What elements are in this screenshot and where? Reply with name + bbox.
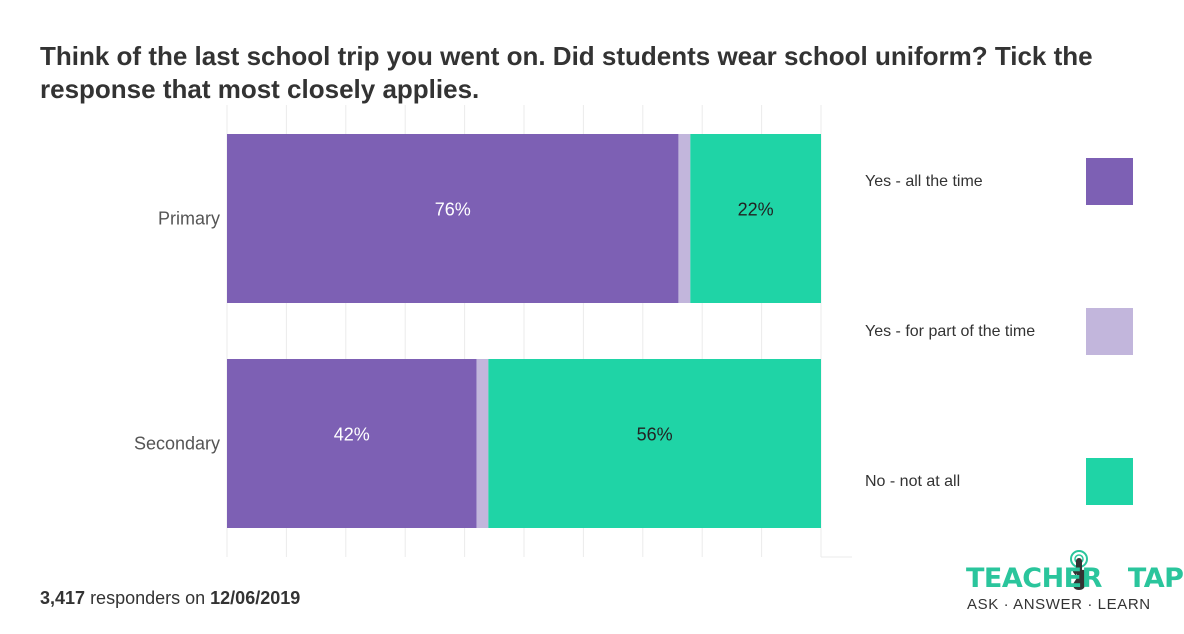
legend-item: Yes - for part of the time — [865, 308, 1135, 356]
chart-title: Think of the last school trip you went o… — [40, 41, 1093, 104]
responder-count: 3,417 — [40, 588, 86, 608]
responders-text: responders on — [90, 588, 206, 608]
legend-label: Yes - for part of the time — [865, 323, 1036, 340]
data-label: 56% — [637, 425, 673, 445]
bar-segment — [690, 134, 821, 303]
logo-wordmark: TEACHERTAPP — [966, 563, 1184, 594]
tap-hand-icon — [1070, 550, 1088, 590]
legend-item: No - not at all — [865, 458, 1135, 506]
bar-segment — [488, 359, 821, 528]
legend-label: Yes - all the time — [865, 173, 983, 190]
data-label: 76% — [435, 200, 471, 220]
legend-swatch — [1086, 158, 1133, 205]
bar-segment — [227, 359, 477, 528]
data-label: 22% — [738, 200, 774, 220]
legend-label: No - not at all — [865, 473, 961, 490]
category-label-primary: Primary — [158, 209, 220, 229]
bar-segment — [476, 359, 489, 528]
legend-swatch — [1086, 458, 1133, 505]
responders-footer: 3,417 responders on 12/06/2019 — [40, 588, 300, 609]
category-label-secondary: Secondary — [134, 434, 220, 454]
survey-date: 12/06/2019 — [210, 588, 301, 608]
bar-segment — [678, 134, 691, 303]
data-label: 42% — [334, 425, 370, 445]
legend-item: Yes - all the time — [865, 158, 1135, 206]
logo-tagline: ASK · ANSWER · LEARN — [967, 596, 1151, 613]
bar-segment — [227, 134, 679, 303]
legend-swatch — [1086, 308, 1133, 355]
teacher-tapp-logo: TEACHERTAPP ASK · ANSWER · LEARN — [966, 550, 1184, 616]
